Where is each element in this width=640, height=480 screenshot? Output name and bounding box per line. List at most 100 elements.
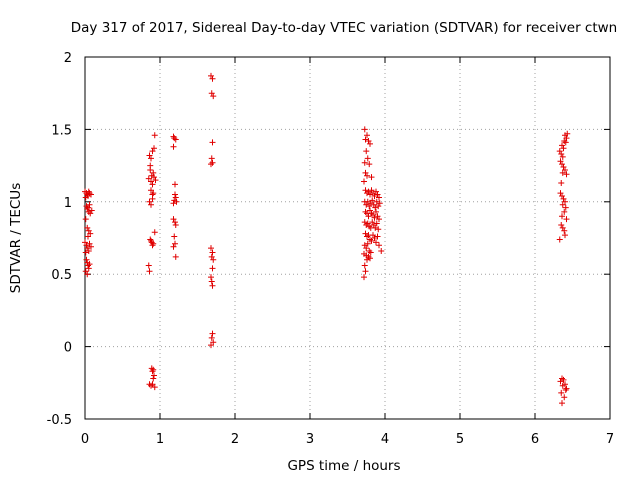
axis-ticks	[84, 56, 611, 420]
data-point	[559, 169, 566, 176]
data-point	[83, 203, 90, 210]
data-point	[558, 151, 565, 158]
data-point	[367, 255, 373, 262]
data-point	[209, 282, 216, 289]
data-point	[370, 232, 376, 239]
y-axis-label: SDTVAR / TECUs	[8, 183, 24, 293]
data-point	[363, 148, 370, 155]
data-point	[82, 239, 88, 246]
data-point	[374, 213, 381, 220]
data-point	[148, 382, 154, 389]
data-point	[376, 194, 382, 201]
data-point	[370, 190, 376, 197]
x-tick-label: 1	[156, 432, 164, 447]
data-point	[366, 161, 373, 168]
data-point	[363, 245, 370, 252]
data-point	[151, 384, 158, 391]
data-point	[172, 253, 179, 260]
data-point	[208, 278, 215, 285]
data-point	[149, 181, 156, 188]
x-tick-label: 7	[606, 432, 614, 447]
data-point	[559, 224, 566, 231]
data-point	[86, 201, 93, 208]
data-point	[361, 242, 368, 249]
data-point	[363, 201, 370, 208]
data-point	[362, 169, 369, 176]
data-point	[170, 143, 177, 150]
x-axis-label: GPS time / hours	[287, 458, 400, 474]
data-point	[361, 262, 368, 269]
data-point	[85, 227, 92, 234]
data-point	[558, 221, 565, 228]
data-point	[362, 187, 369, 194]
data-point	[366, 203, 373, 210]
data-point	[145, 262, 152, 269]
data-point	[146, 152, 153, 159]
data-point	[367, 191, 373, 198]
data-point	[147, 236, 154, 243]
data-point	[82, 249, 89, 256]
data-point	[371, 214, 378, 221]
data-point	[149, 148, 156, 155]
data-point	[371, 193, 378, 200]
data-points	[82, 72, 571, 407]
data-point	[368, 187, 375, 194]
data-point	[559, 213, 565, 220]
data-point	[373, 188, 379, 195]
data-point	[561, 208, 568, 215]
data-point	[87, 210, 94, 217]
data-point	[85, 262, 91, 269]
data-point	[558, 389, 565, 396]
data-point	[362, 230, 369, 237]
data-point	[172, 136, 179, 143]
data-point	[85, 233, 91, 240]
data-point	[151, 372, 157, 379]
data-point	[367, 200, 374, 207]
data-point	[209, 159, 216, 166]
data-point	[366, 223, 373, 230]
data-point	[173, 198, 180, 205]
data-point	[88, 207, 95, 214]
data-point	[557, 190, 564, 197]
data-point	[148, 155, 154, 162]
data-point	[365, 137, 372, 144]
data-point	[148, 201, 154, 208]
data-point	[85, 248, 92, 255]
data-point	[208, 342, 214, 349]
data-point	[149, 195, 156, 202]
data-point	[172, 191, 178, 198]
data-point	[362, 208, 369, 215]
data-point	[376, 200, 383, 207]
data-point	[208, 334, 215, 341]
data-point	[376, 242, 382, 249]
data-point	[560, 195, 567, 202]
data-point	[562, 387, 569, 394]
data-point	[563, 171, 570, 178]
data-point	[370, 201, 377, 208]
data-point	[149, 368, 156, 375]
data-point	[375, 203, 382, 210]
data-point	[146, 268, 153, 275]
data-point	[365, 213, 372, 220]
data-point	[210, 256, 217, 263]
data-point	[373, 239, 379, 246]
data-point	[151, 145, 157, 152]
data-point	[373, 198, 380, 205]
data-point	[564, 130, 571, 137]
data-point	[556, 236, 563, 243]
data-point	[562, 139, 569, 146]
data-point	[150, 190, 157, 197]
data-point	[559, 400, 565, 407]
data-point	[367, 207, 373, 214]
data-point	[150, 375, 157, 382]
data-point	[559, 375, 565, 382]
data-point	[373, 208, 379, 215]
data-point	[364, 190, 370, 197]
data-point	[364, 172, 370, 179]
y-tick-label: 1.5	[51, 123, 72, 138]
data-point	[559, 153, 566, 160]
data-point	[361, 219, 368, 226]
data-point	[88, 243, 94, 250]
data-point	[208, 245, 214, 252]
